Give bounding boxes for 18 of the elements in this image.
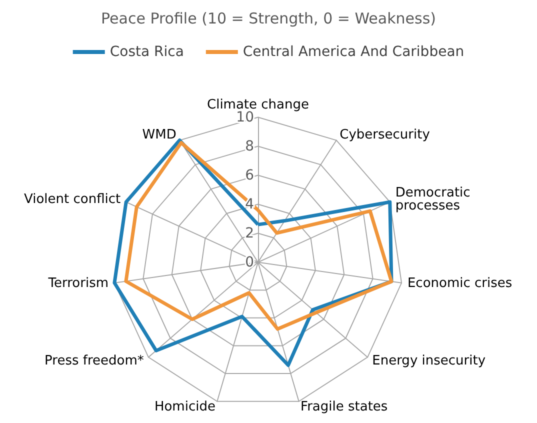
- legend-label: Costa Rica: [110, 44, 184, 60]
- spoke-label: Terrorism: [47, 276, 109, 292]
- spoke-label: WMD: [142, 128, 176, 143]
- y-tick-label: 0: [245, 254, 254, 270]
- spoke-label: Fragile states: [300, 400, 388, 415]
- spoke-label: Democratic processes: [395, 186, 470, 214]
- chart-title: Peace Profile (10 = Strength, 0 = Weakness): [101, 10, 436, 28]
- y-tick-label: 8: [245, 138, 254, 154]
- y-tick-label: 2: [245, 225, 254, 242]
- spoke-label: Economic crises: [407, 276, 512, 292]
- spoke-label: Energy insecurity: [372, 354, 486, 369]
- spoke-label: Violent conflict: [24, 192, 121, 208]
- legend-label: Central America And Caribbean: [242, 44, 464, 60]
- spoke-label: Press freedom*: [44, 354, 144, 369]
- spoke-label: Homicide: [154, 400, 216, 415]
- y-tick-label: 4: [245, 196, 254, 212]
- y-tick-label: 6: [245, 167, 254, 184]
- spoke-label: Cybersecurity: [340, 128, 430, 143]
